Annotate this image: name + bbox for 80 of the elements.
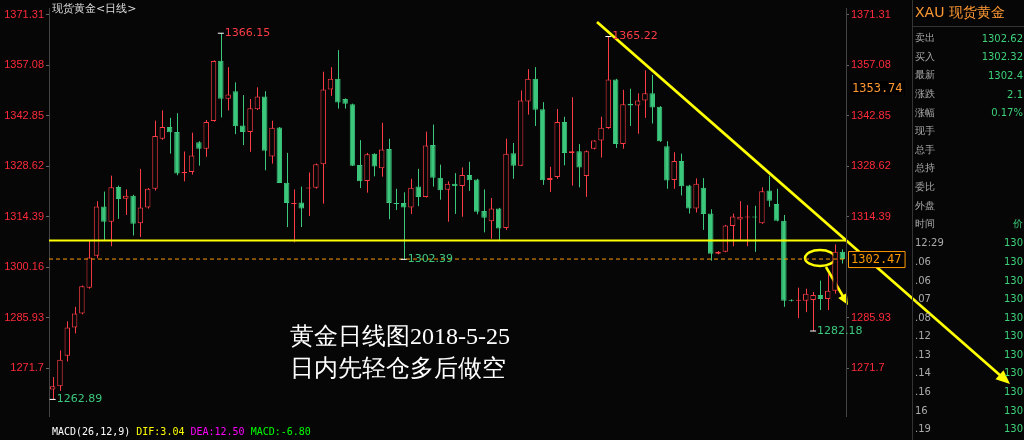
text: 总手 [915, 142, 935, 157]
candlestick [123, 188, 129, 216]
candlestick [803, 288, 809, 313]
text: 16 130 [915, 404, 1023, 416]
text: 1282.18 [817, 323, 863, 337]
text: .19 130 [915, 423, 1023, 435]
text: 1353.74 [850, 81, 905, 95]
candlestick [481, 188, 487, 233]
text: MACD:-6.80 [250, 426, 311, 437]
text: 涨跌 2.1 [915, 88, 1023, 100]
y2-tick-label: 1371.31 [851, 7, 891, 20]
candlestick [408, 178, 414, 215]
text: MACD(26,12,9) [52, 426, 131, 437]
candlestick [737, 200, 743, 242]
text: 12:29 130 [915, 237, 1023, 249]
text: 1262.89 [56, 392, 103, 406]
candlestick [576, 143, 582, 188]
candlestick [313, 163, 319, 190]
text: 现手 [915, 124, 935, 139]
candlestick [437, 164, 443, 201]
y2-tick-label: 1328.62 [851, 159, 891, 172]
text: .06 130 [915, 274, 1023, 286]
y-tick-label: 1371.31 [4, 7, 44, 20]
candlestick [225, 66, 231, 111]
text: 时间 价 [915, 218, 1023, 230]
text: 卖出 1302.62 [915, 32, 1023, 44]
candlestick [525, 68, 531, 116]
text: .14 130 [915, 367, 1023, 379]
y-tick-label: 1357.08 [4, 58, 44, 71]
text: .16 130 [915, 386, 1023, 398]
text: 最新 1302.4 [915, 69, 1023, 81]
annotation: 日内先轻仓多后做空 [290, 354, 507, 383]
text: 外盘 [915, 198, 935, 213]
text: .06 130 [915, 255, 1023, 267]
text: 1365.22 [612, 29, 658, 43]
text: DEA:12.50 [190, 426, 245, 437]
candlestick [649, 74, 655, 124]
text: .07 130 [915, 293, 1023, 305]
ref-line-label: 1302.47 [851, 252, 902, 267]
candlestick [634, 92, 641, 135]
candlestick [459, 166, 465, 218]
y2-tick-label: 1357.08 [851, 58, 891, 71]
text: .13 130 [915, 348, 1023, 360]
candlestick [598, 116, 604, 159]
text: 委比 [915, 180, 935, 195]
y2-tick-label: 1285.93 [851, 310, 891, 323]
text: .08 130 [915, 311, 1023, 323]
text: 涨幅 0.17% [915, 106, 1023, 119]
candlestick [335, 49, 341, 110]
candlestick [196, 140, 202, 167]
text: 总持 [915, 161, 935, 176]
text: DIF:3.04 [136, 426, 185, 437]
candlestick [810, 291, 816, 332]
y2-tick-label: 1314.39 [851, 209, 891, 222]
y-tick-label: 1271.7 [10, 361, 44, 374]
candlestick [686, 184, 692, 215]
candlestick [766, 175, 772, 208]
annotation: 黄金日线图2018-5-25 [290, 322, 510, 351]
candlestick [101, 191, 107, 241]
chart-title: 现货黄金<日线> [52, 1, 137, 16]
candlestick [247, 98, 253, 153]
y-tick-label: 1314.39 [4, 209, 44, 222]
text: .12 130 [915, 330, 1023, 342]
text: 1302.39 [407, 252, 454, 266]
text: XAU 现货黄金 [913, 0, 1024, 27]
y-tick-label: 1300.16 [4, 260, 44, 273]
y2-tick-label: 1342.85 [851, 108, 891, 121]
candlestick [400, 191, 407, 260]
y2-tick-label: 1271.7 [851, 361, 885, 374]
candlestick [693, 177, 699, 213]
candlestick [729, 213, 736, 247]
text: 1366.15 [224, 26, 271, 40]
candlestick [642, 69, 648, 119]
y-tick-label: 1285.93 [4, 310, 44, 323]
candlestick [240, 94, 246, 146]
text: 买入 1302.32 [915, 50, 1023, 63]
candlestick [671, 151, 677, 190]
y-tick-label: 1328.62 [4, 159, 44, 172]
y-tick-label: 1342.85 [4, 108, 44, 121]
candlestick [510, 142, 517, 180]
